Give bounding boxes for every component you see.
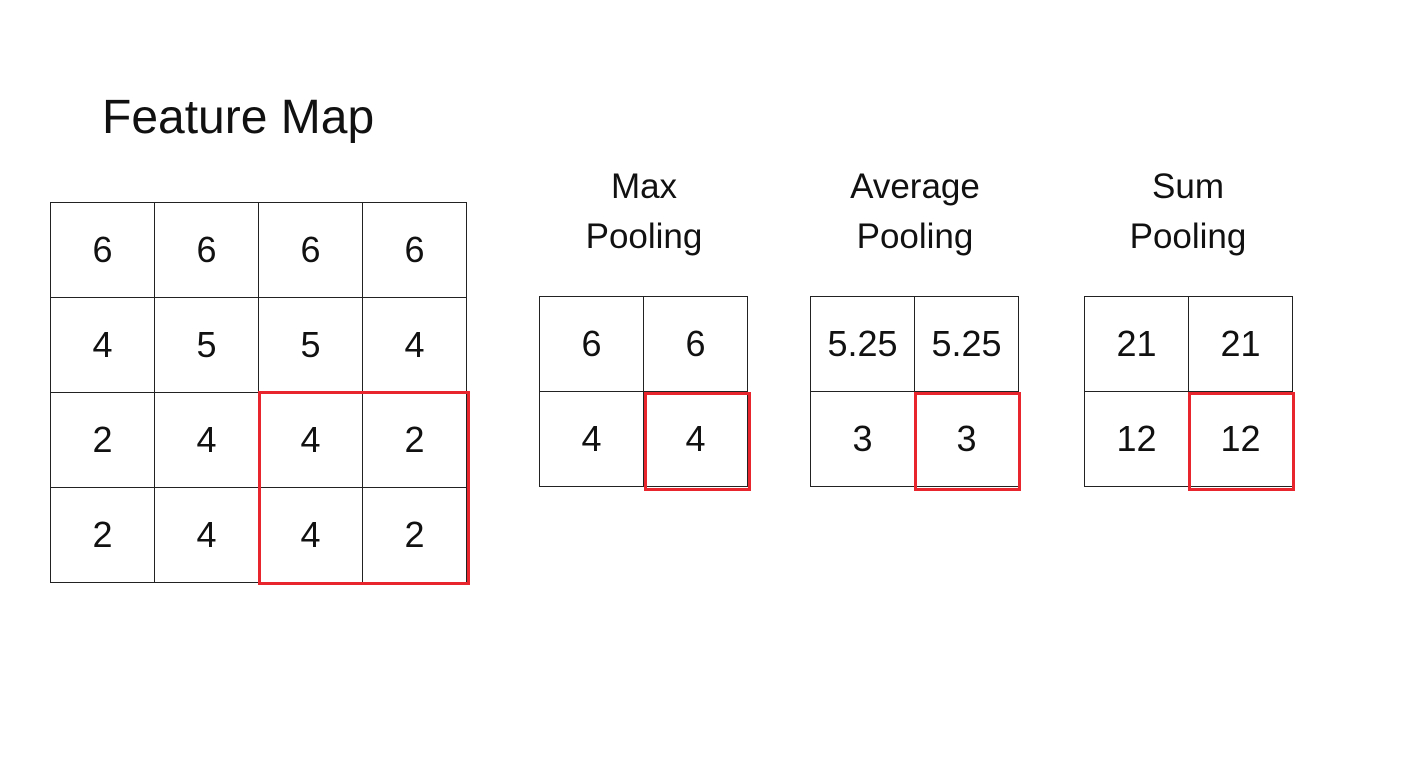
sum-pooling-title: Sum Pooling (1068, 162, 1308, 262)
feature-map-cell: 4 (155, 393, 259, 488)
sum-pooling-grid: 21 21 12 12 (1084, 296, 1293, 487)
feature-map-cell: 4 (363, 298, 467, 393)
average-pooling-title: Average Pooling (795, 162, 1035, 262)
sum-pooling-cell: 12 (1189, 392, 1293, 487)
feature-map-cell: 4 (259, 488, 363, 583)
feature-map-cell: 6 (363, 203, 467, 298)
sum-pooling-title-line2: Pooling (1129, 217, 1247, 256)
feature-map-cell: 5 (155, 298, 259, 393)
max-pooling-cell: 4 (540, 392, 644, 487)
sum-pooling-cell: 21 (1189, 297, 1293, 392)
feature-map-cell: 6 (51, 203, 155, 298)
average-pooling-title-line1: Average (850, 167, 980, 206)
feature-map-cell: 5 (259, 298, 363, 393)
sum-pooling-cell: 12 (1085, 392, 1189, 487)
average-pooling-cell: 3 (811, 392, 915, 487)
max-pooling-cell: 6 (540, 297, 644, 392)
average-pooling-cell: 5.25 (811, 297, 915, 392)
feature-map-cell: 2 (51, 393, 155, 488)
max-pooling-title-line1: Max (610, 167, 678, 206)
feature-map-cell: 2 (51, 488, 155, 583)
feature-map-title: Feature Map (102, 91, 375, 144)
max-pooling-grid: 6 6 4 4 (539, 296, 748, 487)
average-pooling-title-line2: Pooling (856, 217, 974, 256)
feature-map-cell: 4 (259, 393, 363, 488)
max-pooling-title-line2: Pooling (585, 217, 703, 256)
feature-map-cell: 6 (155, 203, 259, 298)
feature-map-cell: 4 (155, 488, 259, 583)
feature-map-cell: 2 (363, 393, 467, 488)
max-pooling-cell: 4 (644, 392, 748, 487)
sum-pooling-cell: 21 (1085, 297, 1189, 392)
feature-map-grid: 6 6 6 6 4 5 5 4 2 4 4 2 2 4 4 2 (50, 202, 467, 583)
average-pooling-cell: 5.25 (915, 297, 1019, 392)
average-pooling-cell: 3 (915, 392, 1019, 487)
sum-pooling-title-line1: Sum (1152, 167, 1224, 206)
feature-map-cell: 6 (259, 203, 363, 298)
max-pooling-cell: 6 (644, 297, 748, 392)
max-pooling-title: Max Pooling (524, 162, 764, 262)
feature-map-cell: 4 (51, 298, 155, 393)
average-pooling-grid: 5.25 5.25 3 3 (810, 296, 1019, 487)
feature-map-cell: 2 (363, 488, 467, 583)
